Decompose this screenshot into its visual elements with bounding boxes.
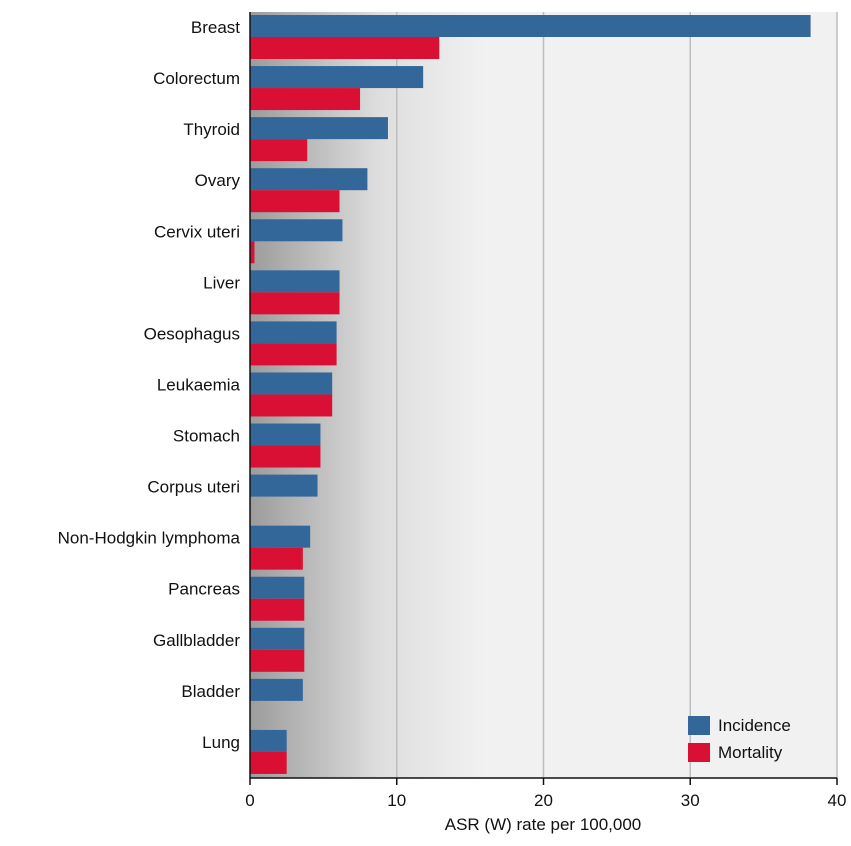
bar-mortality-pancreas [250, 598, 305, 621]
bar-incidence-liver [250, 270, 340, 293]
bar-mortality-gallbladder [250, 649, 305, 672]
bars [250, 15, 811, 774]
bar-mortality-stomach [250, 445, 321, 468]
x-tick-label: 40 [828, 791, 847, 810]
category-label-leukaemia: Leukaemia [157, 375, 241, 394]
bar-incidence-breast [250, 15, 811, 37]
bar-mortality-oesophagus [250, 343, 337, 366]
legend-swatch-mortality [688, 743, 710, 762]
legend-label-incidence: Incidence [718, 716, 791, 735]
bar-incidence-bladder [250, 678, 303, 701]
category-label-pancreas: Pancreas [168, 580, 240, 599]
x-tick-label: 20 [534, 791, 553, 810]
bar-mortality-leukaemia [250, 394, 333, 417]
bar-incidence-lung [250, 729, 287, 752]
bar-mortality-cervix-uteri [250, 241, 255, 264]
bar-mortality-ovary [250, 190, 340, 213]
bar-mortality-lung [250, 751, 287, 774]
gridlines [396, 12, 838, 778]
bar-mortality-liver [250, 292, 340, 315]
bar-incidence-non-hodgkin-lymphoma [250, 525, 311, 548]
bar-incidence-pancreas [250, 576, 305, 599]
category-label-non-hodgkin-lymphoma: Non-Hodgkin lymphoma [58, 529, 241, 548]
category-label-stomach: Stomach [173, 427, 240, 446]
bar-incidence-ovary [250, 168, 368, 191]
category-labels: Breast Colorectum Thyroid Ovary Cervix uteri… [58, 18, 241, 752]
x-tick-label: 0 [245, 791, 254, 810]
bar-incidence-gallbladder [250, 627, 305, 650]
bar-mortality-non-hodgkin-lymphoma [250, 547, 303, 570]
bar-mortality-thyroid [250, 139, 308, 162]
category-label-colorectum: Colorectum [153, 69, 240, 88]
category-label-breast: Breast [191, 18, 240, 37]
category-label-liver: Liver [203, 273, 240, 292]
x-axis-ticks: 0 10 20 30 40 [245, 778, 846, 810]
category-label-oesophagus: Oesophagus [144, 324, 240, 343]
x-axis-title: ASR (W) rate per 100,000 [445, 815, 642, 834]
bar-mortality-breast [250, 37, 440, 59]
category-label-bladder: Bladder [181, 682, 240, 701]
x-tick-label: 30 [681, 791, 700, 810]
category-label-gallbladder: Gallbladder [153, 631, 240, 650]
legend: Incidence Mortality [688, 716, 791, 762]
category-label-thyroid: Thyroid [183, 120, 240, 139]
bar-incidence-colorectum [250, 66, 424, 89]
bar-incidence-thyroid [250, 117, 388, 140]
category-label-corpus-uteri: Corpus uteri [147, 478, 240, 497]
bar-incidence-leukaemia [250, 372, 333, 395]
category-label-lung: Lung [202, 733, 240, 752]
bar-mortality-colorectum [250, 88, 361, 111]
category-label-cervix-uteri: Cervix uteri [154, 222, 240, 241]
legend-label-mortality: Mortality [718, 743, 783, 762]
x-tick-label: 10 [387, 791, 406, 810]
bar-incidence-corpus-uteri [250, 474, 318, 497]
legend-swatch-incidence [688, 716, 710, 735]
bar-incidence-stomach [250, 423, 321, 446]
bar-incidence-cervix-uteri [250, 219, 343, 242]
category-label-ovary: Ovary [195, 171, 241, 190]
bar-incidence-oesophagus [250, 321, 337, 344]
